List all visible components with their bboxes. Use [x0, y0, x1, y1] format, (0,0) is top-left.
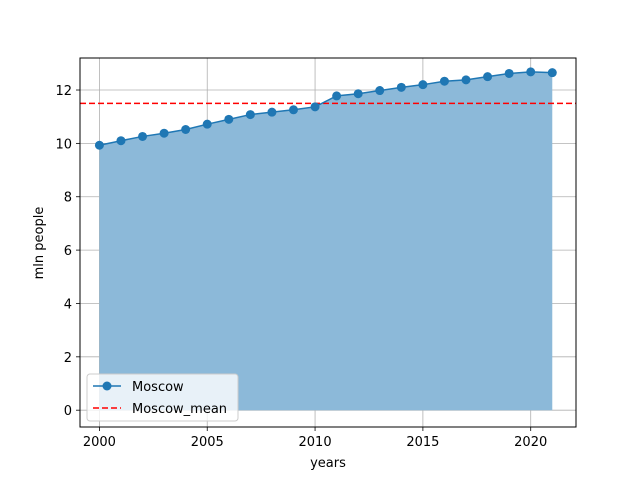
data-point — [159, 128, 169, 138]
data-point — [116, 136, 126, 146]
legend-series-marker — [102, 381, 112, 391]
y-axis-label: mln people — [32, 207, 47, 280]
data-point — [504, 68, 514, 78]
data-point — [138, 131, 148, 141]
data-point — [418, 80, 428, 90]
y-tick-label: 2 — [64, 351, 72, 366]
y-tick-label: 10 — [55, 137, 72, 152]
data-point — [439, 76, 449, 86]
data-point — [245, 110, 255, 120]
x-tick-label: 2015 — [406, 435, 439, 450]
data-point — [353, 89, 363, 99]
data-point — [224, 114, 234, 124]
data-point — [396, 82, 406, 92]
data-point — [310, 102, 320, 112]
series-area-fill — [99, 71, 553, 411]
data-point — [202, 119, 212, 129]
ticks: 2000 2005 2010 2015 2020 0 2 4 6 8 10 12 — [55, 84, 547, 450]
data-point — [332, 91, 342, 101]
data-point — [461, 75, 471, 85]
legend-box — [86, 373, 239, 422]
y-tick-label: 0 — [64, 404, 72, 419]
legend-mean-label: Moscow_mean — [132, 402, 227, 417]
legend: Moscow Moscow_mean — [86, 373, 239, 422]
data-point — [547, 68, 557, 78]
data-point — [267, 107, 277, 117]
y-tick-label: 8 — [64, 191, 72, 206]
data-point — [181, 125, 191, 135]
legend-series-label: Moscow — [132, 380, 184, 395]
y-tick-label: 12 — [55, 84, 72, 99]
x-axis-label: years — [310, 456, 346, 471]
area-layer — [99, 71, 553, 411]
x-tick-label: 2000 — [83, 435, 116, 450]
plot-frame — [79, 57, 577, 428]
x-tick-label: 2020 — [514, 435, 547, 450]
series-layer — [94, 67, 557, 150]
data-point — [375, 86, 385, 96]
data-point — [483, 72, 493, 82]
y-tick-label: 6 — [64, 244, 72, 259]
y-tick-label: 4 — [64, 297, 72, 312]
data-point — [526, 67, 536, 77]
x-tick-label: 2005 — [191, 435, 224, 450]
x-tick-label: 2010 — [299, 435, 332, 450]
data-point — [288, 105, 298, 115]
data-point — [94, 140, 104, 150]
series-line — [99, 71, 553, 146]
